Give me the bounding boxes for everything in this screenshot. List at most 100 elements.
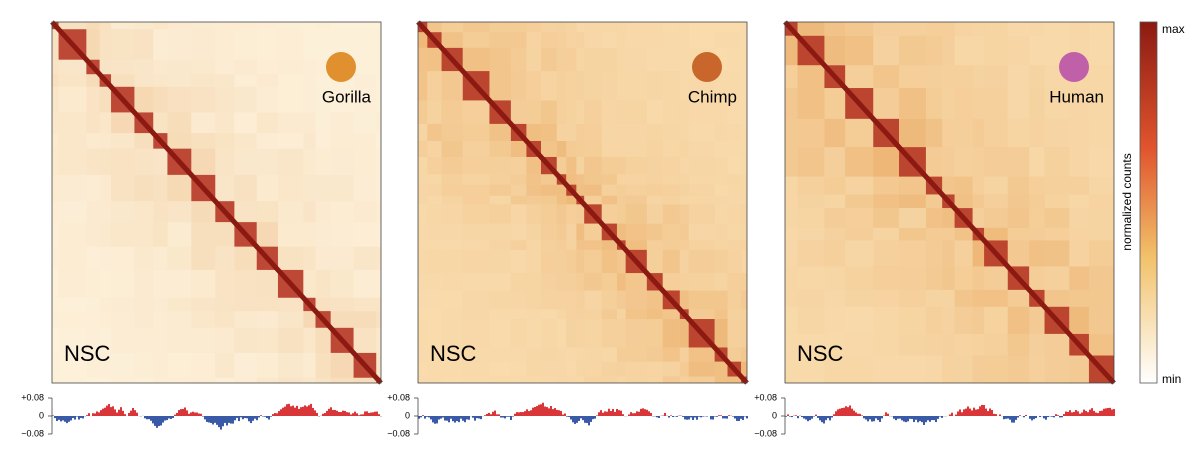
contact-block — [741, 48, 747, 71]
contact-block — [714, 376, 728, 383]
contact-block — [576, 377, 584, 383]
contact-block — [899, 65, 926, 89]
contact-block — [303, 377, 316, 383]
contact-block — [541, 223, 557, 241]
contact-block — [277, 148, 304, 175]
contact-block — [58, 269, 87, 298]
contact-block — [616, 184, 626, 196]
track-bar — [702, 416, 704, 417]
contact-block — [584, 376, 602, 383]
track-bar — [206, 416, 208, 422]
track-bar — [150, 416, 152, 421]
contact-block — [376, 222, 381, 247]
track-bar — [1067, 411, 1069, 416]
contact-block — [277, 174, 304, 202]
track-bar — [516, 412, 518, 416]
contact-block — [741, 32, 747, 48]
contact-block — [256, 352, 278, 378]
contact-block — [785, 227, 798, 241]
contact-block — [714, 100, 728, 124]
contact-block — [153, 112, 168, 134]
track-bar — [254, 416, 256, 419]
contact-block — [541, 140, 557, 157]
track-bar — [326, 410, 328, 416]
contact-block — [1069, 22, 1089, 36]
contact-block — [526, 123, 542, 141]
contact-block — [984, 266, 1008, 290]
contact-block — [584, 100, 602, 124]
contact-block — [942, 227, 955, 241]
track-bar — [863, 416, 865, 419]
contact-block — [679, 123, 689, 141]
contact-block — [899, 289, 926, 307]
contact-block — [52, 311, 59, 328]
contact-block — [972, 333, 985, 356]
contact-block — [1007, 118, 1030, 148]
track-bar — [644, 409, 646, 416]
track-bar — [280, 409, 282, 416]
contact-block — [566, 376, 577, 383]
track-bar — [630, 412, 632, 416]
contact-block — [330, 297, 354, 312]
contact-block — [441, 140, 463, 157]
contact-block — [1007, 355, 1030, 383]
track-bar — [166, 416, 168, 421]
contact-block — [441, 195, 463, 205]
contact-block — [873, 88, 900, 119]
contact-block — [566, 140, 577, 157]
contact-block — [741, 319, 747, 348]
contact-block — [824, 355, 846, 383]
contact-block — [86, 174, 100, 202]
track-bar — [222, 416, 224, 427]
track-bar — [272, 414, 274, 416]
track-bar — [1009, 416, 1011, 420]
contact-block — [256, 59, 278, 75]
contact-block — [899, 355, 926, 383]
contact-block — [234, 246, 257, 270]
track-bar — [152, 416, 154, 424]
contact-block — [873, 240, 900, 267]
contact-block — [256, 269, 278, 298]
track-bar — [188, 413, 190, 416]
track-bar — [961, 412, 963, 416]
contact-block — [526, 347, 542, 362]
contact-block — [526, 377, 541, 383]
contact-block — [576, 204, 585, 224]
track-bar — [214, 416, 216, 423]
track-bar — [518, 412, 520, 416]
track-bar — [228, 416, 230, 423]
contact-block — [234, 269, 257, 298]
track-bar — [226, 416, 228, 426]
contact-block — [99, 29, 112, 60]
contact-block — [303, 352, 316, 378]
track-bar — [474, 416, 476, 421]
species-icon — [1059, 52, 1089, 82]
contact-block — [354, 60, 377, 75]
track-bar — [712, 416, 714, 420]
heatmap-frame — [51, 21, 382, 384]
contact-block — [663, 32, 680, 48]
contact-block — [111, 270, 134, 298]
track-bar — [642, 408, 644, 416]
track-bar — [100, 410, 102, 416]
contact-block — [510, 319, 527, 348]
track-bar — [282, 407, 284, 416]
track-bar — [907, 416, 909, 422]
contact-block — [741, 184, 747, 196]
track-bar — [86, 415, 88, 416]
contact-block — [234, 377, 257, 383]
track-bar — [566, 416, 568, 417]
contact-block — [510, 184, 527, 196]
contact-block — [576, 240, 585, 250]
contact-block — [556, 204, 567, 224]
contact-block — [1007, 176, 1030, 195]
contact-block — [376, 87, 381, 113]
contact-block — [427, 174, 442, 185]
track-bar — [676, 416, 678, 417]
track-bar — [448, 416, 450, 423]
contact-block — [303, 311, 316, 328]
track-bar — [1023, 416, 1025, 418]
track-bar — [528, 411, 530, 416]
contact-block — [688, 347, 715, 362]
contact-block — [353, 174, 377, 202]
